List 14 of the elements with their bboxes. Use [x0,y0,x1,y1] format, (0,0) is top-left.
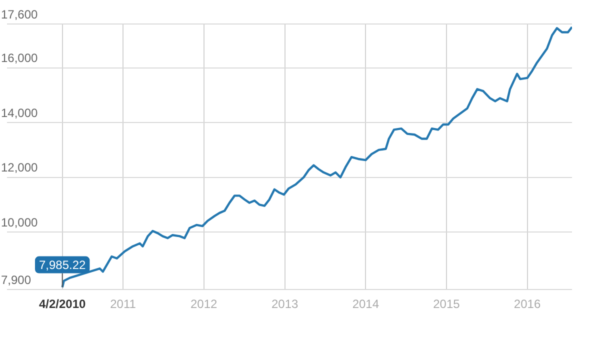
x-tick-label: 2015 [433,297,460,312]
x-tick-label: 2016 [514,297,541,312]
x-tick-label: 2011 [110,297,136,312]
annotation: 7,985.22 [38,258,86,272]
x-tick-label: 2013 [272,297,299,312]
y-tick-label: 17,600 [1,7,38,22]
x-tick-label: 4/2/2010 [38,297,86,312]
y-tick-label: 14,000 [1,106,38,120]
y-tick-label: 7,900 [1,272,32,287]
x-tick-label: 2012 [190,297,218,312]
x-tick-label: 2014 [352,297,380,312]
y-tick-label: 16,000 [1,51,38,66]
y-tick-label: 10,000 [1,215,38,230]
y-tick-label: 12,000 [1,160,38,175]
